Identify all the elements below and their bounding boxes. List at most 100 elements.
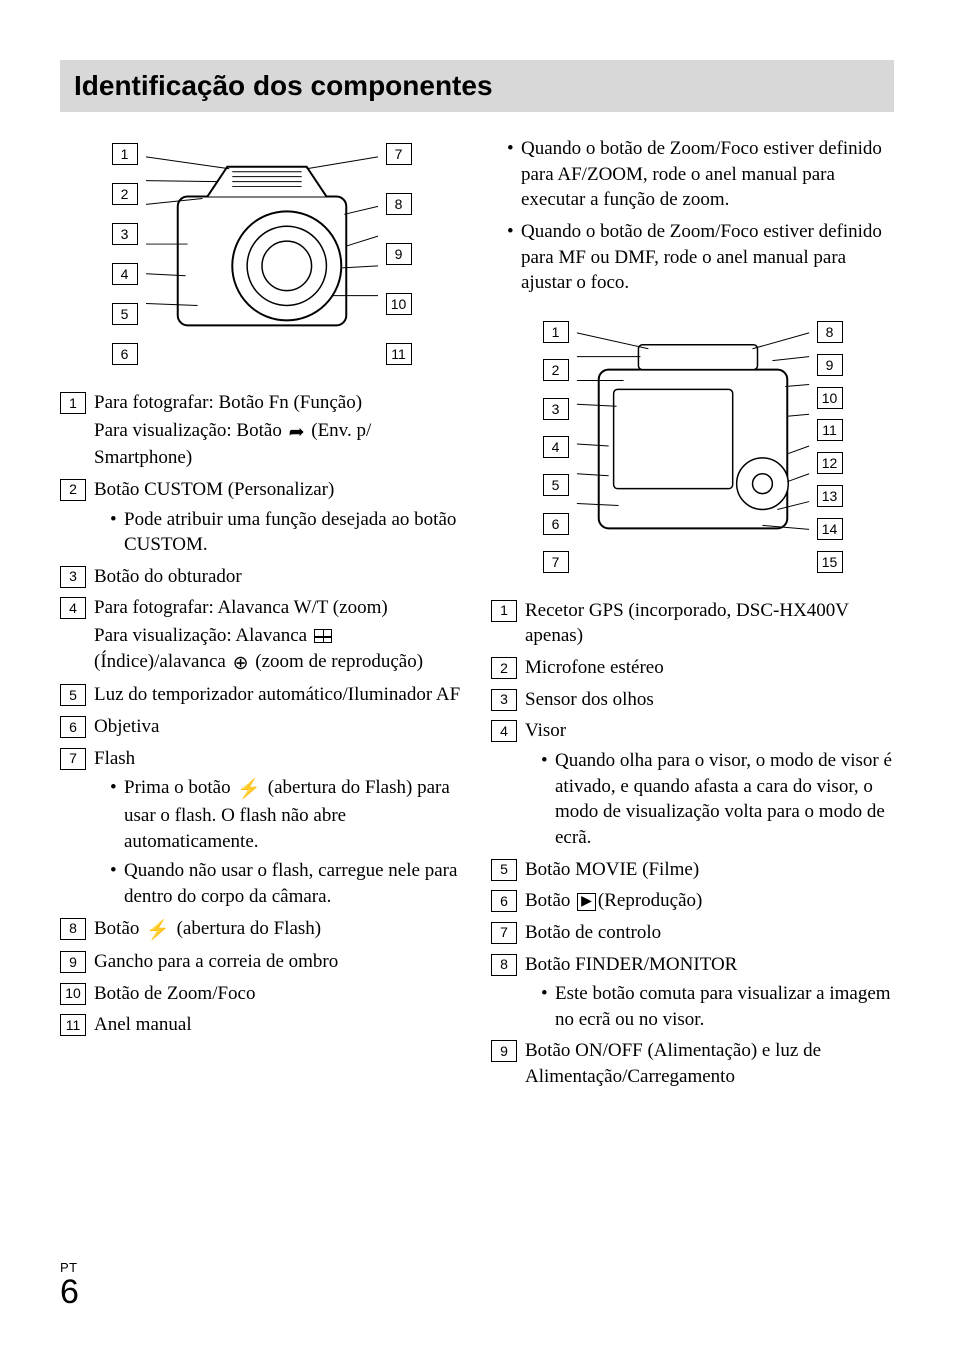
item-number-box: 2 [60,479,86,501]
diagram-callout: 12 [817,452,843,474]
item-number-box: 10 [60,983,86,1005]
item-sublist-entry: Pode atribuir uma função desejada ao bot… [110,507,463,558]
front-component-item: 5Luz do temporizador automático/Iluminad… [60,682,463,708]
item-number-box: 1 [491,600,517,622]
two-column-layout: 1234567891011 1Para fotografar: Botão Fn… [60,136,894,1096]
manual-ring-note: Quando o botão de Zoom/Foco estiver defi… [507,219,894,296]
magnify-icon: ⊕ [233,651,249,677]
diagram-callout: 5 [112,303,138,325]
item-text: Botão FINDER/MONITOR [525,952,894,978]
item-text: Sensor dos olhos [525,687,894,713]
diagram-callout: 5 [543,474,569,496]
item-number-box: 4 [60,597,86,619]
diagram-callout: 7 [543,551,569,573]
right-column: Quando o botão de Zoom/Foco estiver defi… [491,136,894,1096]
front-component-item: 7FlashPrima o botão ⚡ (abertura do Flash… [60,746,463,910]
front-component-item: 6 Objetiva [60,714,463,740]
diagram-callout: 4 [543,436,569,458]
diagram-callout: 13 [817,485,843,507]
diagram-callout: 11 [817,419,843,441]
camera-back-diagram: 123456789101112131415 [538,314,848,574]
item-text: Botão de Zoom/Foco [94,981,463,1007]
manual-ring-notes: Quando o botão de Zoom/Foco estiver defi… [491,136,894,296]
diagram-callout: 14 [817,518,843,540]
item-text: Botão MOVIE (Filme) [525,857,894,883]
diagram-callout: 10 [817,387,843,409]
diagram-callout: 1 [112,143,138,165]
item-text: Botão CUSTOM (Personalizar) [94,477,463,503]
item-number-box: 11 [60,1014,86,1036]
front-component-item: 9 Gancho para a correia de ombro [60,949,463,975]
section-title: Identificação dos componentes [74,70,880,102]
back-component-item: 2 Microfone estéreo [491,655,894,681]
item-number-box: 6 [491,890,517,912]
item-number-box: 5 [491,859,517,881]
item-text: Objetiva [94,714,463,740]
left-column: 1 2 3 4 5 6 7 8 9 10 11 1 Para fotografar: Botão Fn… [60,136,463,1096]
back-component-item: 9 Botão ON/OFF (Alimentação) e luz de Ali… [491,1038,894,1089]
back-components-list: 1Recetor GPS (incorporado, DSC-HX400V ap… [491,598,894,1090]
page-number: 6 [60,1275,79,1309]
item-text: Para fotografar: Botão Fn (Função) [94,390,463,416]
item-text: Microfone estéreo [525,655,894,681]
diagram-callout: 9 [817,354,843,376]
front-component-item: 8Botão ⚡ (abertura do Flash) [60,916,463,944]
item-number-box: 2 [491,657,517,679]
diagram-callout: 2 [112,183,138,205]
item-text: Anel manual [94,1012,463,1038]
item-text: Gancho para a correia de ombro [94,949,463,975]
camera-front-diagram: 1234567891011 [107,136,417,366]
item-number-box: 6 [60,716,86,738]
diagram-callout: 6 [112,343,138,365]
front-component-item: 10 Botão de Zoom/Foco [60,981,463,1007]
item-number-box: 9 [60,951,86,973]
item-number-box: 9 [491,1040,517,1062]
diagram-callout: 15 [817,551,843,573]
item-sublist-entry: Quando não usar o flash, carregue nele p… [110,858,463,909]
diagram-callout: 3 [543,398,569,420]
back-component-item: 6Botão ▶(Reprodução) [491,888,894,914]
back-component-item: 8Botão FINDER/MONITOREste botão comuta p… [491,952,894,1033]
item-text: Botão do obturador [94,564,463,590]
front-component-item: 11 Anel manual [60,1012,463,1038]
diagram-callout: 1 [543,321,569,343]
diagram-callout: 10 [386,293,412,315]
item-sublist-entry: Este botão comuta para visualizar a imag… [541,981,894,1032]
front-component-item: 1 Para fotografar: Botão Fn (Função)Para … [60,390,463,471]
item-text: Para fotografar: Alavanca W/T (zoom) [94,595,463,621]
item-sublist: Pode atribuir uma função desejada ao bot… [94,507,463,558]
diagram-callout: 8 [817,321,843,343]
camera-front-illustration [108,137,416,365]
play-box-icon: ▶ [577,893,596,911]
item-text: Botão ON/OFF (Alimentação) e luz de Alim… [525,1038,894,1089]
manual-ring-note: Quando o botão de Zoom/Foco estiver defi… [507,136,894,213]
item-text: Flash [94,746,463,772]
item-number-box: 1 [60,392,86,414]
manual-page: Identificação dos componentes [0,0,954,1345]
camera-back-illustration [539,315,847,573]
item-sublist: Prima o botão ⚡ (abertura do Flash) para… [94,775,463,909]
item-number-box: 7 [491,922,517,944]
item-sublist: Quando olha para o visor, o modo de viso… [525,748,894,851]
item-sublist-entry: Quando olha para o visor, o modo de viso… [541,748,894,851]
diagram-callout: 11 [386,343,412,365]
diagram-callout: 8 [386,193,412,215]
item-text: Para visualização: Botão ➦ (Env. p/ Smar… [94,418,463,471]
front-component-item: 4Para fotografar: Alavanca W/T (zoom)Par… [60,595,463,676]
item-sublist-entry: Prima o botão ⚡ (abertura do Flash) para… [110,775,463,854]
diagram-callout: 3 [112,223,138,245]
item-text: Visor [525,718,894,744]
item-text: Botão de controlo [525,920,894,946]
back-component-item: 1Recetor GPS (incorporado, DSC-HX400V ap… [491,598,894,649]
front-component-item: 2 Botão CUSTOM (Personalizar) Pode atribui… [60,477,463,558]
diagram-callout: 9 [386,243,412,265]
send-icon: ➦ [289,420,305,446]
back-component-item: 3Sensor dos olhos [491,687,894,713]
page-footer: PT 6 [60,1260,79,1309]
item-number-box: 4 [491,720,517,742]
item-number-box: 8 [60,918,86,940]
diagram-callout: 7 [386,143,412,165]
front-component-item: 3Botão do obturador [60,564,463,590]
flash-icon: ⚡ [146,918,170,944]
item-number-box: 5 [60,684,86,706]
